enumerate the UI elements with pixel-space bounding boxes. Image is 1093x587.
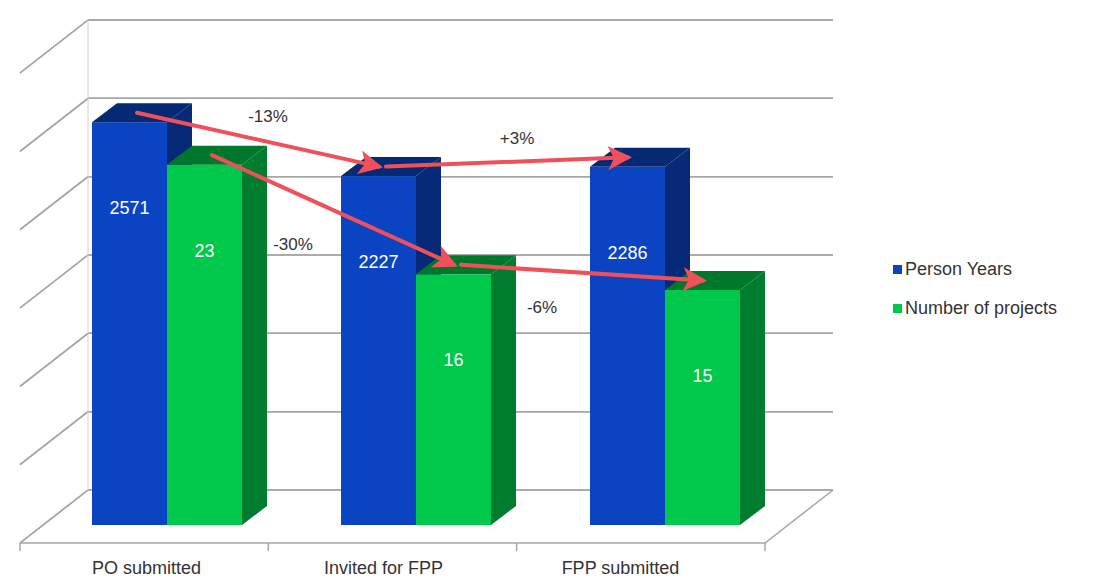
grid-line-side [20, 98, 88, 151]
annotation: -6% [527, 298, 557, 317]
grid-line-side [20, 177, 88, 230]
x-tick [19, 543, 21, 551]
x-tick [764, 543, 766, 551]
grid-line-back [88, 19, 833, 21]
legend: Person Years Number of projects [893, 259, 1057, 318]
bar-side [740, 271, 765, 525]
bar-front [167, 165, 242, 525]
grid-line-side [20, 20, 88, 73]
grid-line-side [20, 98, 88, 151]
grid-line-side [20, 490, 88, 543]
legend-swatch [893, 304, 902, 313]
y-axis-line [88, 20, 89, 490]
data-label: 15 [692, 366, 712, 386]
grid-line-side [20, 490, 88, 543]
x-tick [516, 543, 518, 551]
bar [665, 271, 765, 525]
grid-line [20, 20, 833, 73]
category-label: Invited for FPP [324, 558, 443, 578]
bar [416, 255, 516, 525]
bar-front [590, 167, 665, 525]
category-label: PO submitted [92, 558, 201, 578]
legend-swatch [893, 265, 902, 274]
data-label: 2571 [109, 198, 149, 218]
chart: 2571 2227 2286 23 16 15 PO submitted Invited fo… [0, 0, 1093, 587]
annotation: -30% [273, 235, 313, 254]
grid-line-side [20, 20, 88, 73]
grid-line-side [20, 177, 88, 230]
bar-front [416, 274, 491, 525]
grid [20, 20, 833, 543]
data-label: 2227 [358, 252, 398, 272]
bar-side [242, 146, 267, 525]
data-label: 16 [443, 350, 463, 370]
change-arrow [212, 155, 454, 265]
grid-line-back [88, 98, 833, 100]
grid-line-back [88, 98, 833, 100]
legend-label: Person Years [905, 259, 1012, 279]
bars [92, 103, 765, 525]
bar-front [92, 122, 167, 525]
grid-line-side [20, 412, 88, 465]
change-arrow [386, 157, 628, 166]
grid-line-side [20, 333, 88, 386]
legend-label: Number of projects [905, 298, 1057, 318]
grid-line-side [20, 412, 88, 465]
grid-line-side [20, 333, 88, 386]
grid-line [20, 20, 833, 73]
grid-line-side [20, 255, 88, 308]
change-arrow [461, 265, 703, 281]
grid-line-back [88, 19, 833, 21]
annotation: +3% [500, 129, 535, 148]
x-tick [268, 543, 270, 551]
grid-line-side [20, 255, 88, 308]
bar-front [665, 290, 740, 525]
annotation: -13% [248, 107, 288, 126]
category-label: FPP submitted [562, 558, 680, 578]
data-label: 23 [194, 241, 214, 261]
bar [167, 146, 267, 525]
data-label: 2286 [607, 243, 647, 263]
bar-side [491, 255, 516, 525]
